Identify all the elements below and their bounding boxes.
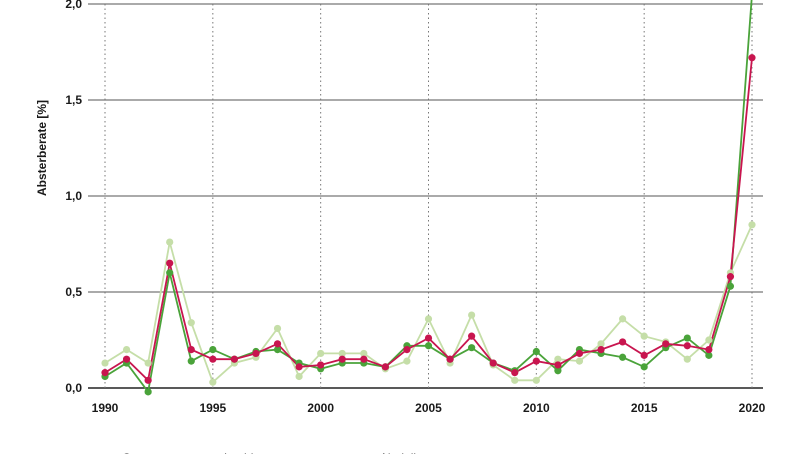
data-point — [640, 351, 648, 359]
data-point — [360, 355, 368, 363]
x-tick-label: 2015 — [631, 401, 658, 415]
data-point — [317, 361, 325, 369]
data-point — [554, 367, 562, 375]
data-point — [705, 336, 713, 344]
data-point — [187, 319, 195, 327]
y-axis-title: Absterberate [%] — [35, 100, 49, 196]
data-point — [683, 334, 691, 342]
data-point — [705, 351, 713, 359]
data-point — [273, 346, 282, 354]
y-tick-label: 0,5 — [65, 285, 82, 299]
data-point — [403, 357, 411, 365]
data-point — [166, 238, 174, 246]
data-point — [101, 359, 109, 367]
x-tick-label: 2010 — [523, 401, 550, 415]
data-point — [511, 376, 519, 384]
data-point — [360, 349, 368, 358]
data-point — [683, 342, 691, 350]
data-point — [726, 273, 735, 281]
data-point — [554, 355, 562, 363]
data-point — [726, 282, 735, 290]
data-point — [575, 349, 584, 358]
data-point — [209, 378, 217, 386]
data-point — [748, 221, 756, 229]
data-point — [252, 349, 260, 358]
data-point — [295, 372, 303, 381]
data-point — [619, 315, 627, 323]
x-tick-label: 2000 — [307, 401, 334, 415]
data-point — [209, 355, 217, 363]
data-point — [424, 315, 433, 323]
data-point — [187, 357, 195, 365]
y-tick-label: 2,0 — [65, 0, 82, 11]
data-point — [468, 311, 476, 319]
data-point — [317, 349, 325, 358]
data-point — [424, 342, 433, 350]
data-point — [230, 355, 238, 363]
data-point — [597, 346, 605, 354]
data-point — [122, 355, 131, 363]
data-point — [381, 363, 389, 371]
grid — [88, 3, 763, 389]
x-tick-label: 2005 — [415, 401, 442, 415]
axes: 0,0 0,5 1,0 1,5 2,0 1990 1995 2000 2005 2010 2015 2… — [65, 0, 765, 415]
y-tick-label: 1,0 — [65, 189, 82, 203]
data-point — [532, 347, 540, 356]
data-point — [273, 324, 282, 333]
data-point — [403, 346, 411, 354]
series-points — [101, 54, 756, 396]
data-point — [144, 388, 152, 396]
data-point — [187, 346, 195, 354]
data-point — [511, 369, 519, 377]
y-tick-label: 0,0 — [65, 381, 82, 395]
data-point — [748, 54, 756, 62]
data-point — [575, 357, 584, 365]
series-line-gesamt — [104, 57, 753, 383]
legend-label: Laubbaumarten — [224, 451, 308, 454]
data-point — [338, 355, 346, 363]
data-point — [597, 340, 605, 348]
data-point — [554, 361, 562, 369]
data-point — [166, 269, 174, 277]
data-point — [619, 353, 627, 361]
data-point — [468, 344, 476, 352]
data-point — [424, 334, 433, 342]
data-point — [144, 376, 152, 384]
legend-label: Nadelbaumarten — [382, 451, 471, 454]
data-point — [446, 355, 454, 363]
data-point — [662, 340, 670, 348]
x-tick-label: 1995 — [199, 401, 226, 415]
data-point — [101, 369, 109, 377]
data-point — [122, 346, 131, 354]
data-point — [532, 357, 540, 365]
y-tick-label: 1,5 — [65, 93, 82, 107]
data-point — [144, 359, 152, 367]
legend-label: Gesamt — [122, 451, 165, 454]
data-point — [640, 363, 648, 371]
data-point — [468, 332, 476, 340]
data-point — [619, 338, 627, 346]
data-point — [338, 349, 346, 358]
x-tick-label: 2020 — [739, 401, 766, 415]
data-point — [705, 346, 713, 354]
data-point — [532, 376, 540, 384]
legend: Gesamt Laubbaumarten Nadelbaumarten — [122, 451, 471, 454]
data-point — [489, 359, 497, 367]
data-point — [683, 355, 691, 363]
x-tick-label: 1990 — [92, 401, 119, 415]
data-point — [640, 332, 648, 340]
data-point — [166, 259, 174, 267]
data-point — [209, 346, 217, 354]
data-point — [273, 340, 282, 348]
data-point — [295, 363, 303, 371]
